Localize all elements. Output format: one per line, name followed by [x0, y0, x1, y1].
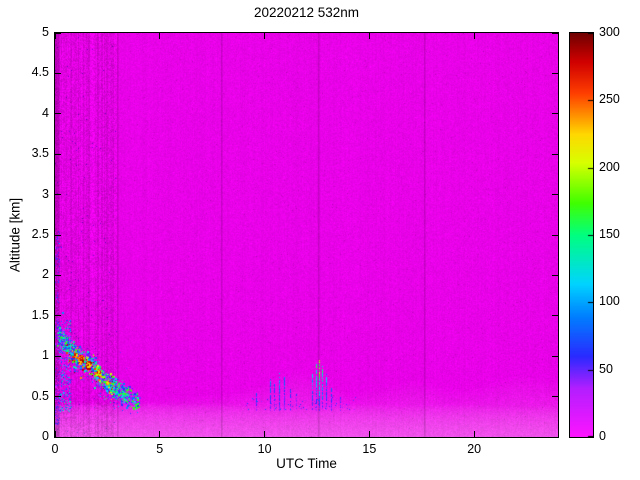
y-tick-label: 3.5: [31, 146, 49, 161]
y-tick-mark-right: [552, 315, 558, 317]
y-tick-label: 1: [42, 348, 49, 363]
y-tick-mark: [55, 32, 61, 34]
y-tick-mark-right: [552, 355, 558, 357]
x-tick-mark: [473, 431, 475, 437]
y-tick-mark: [55, 72, 61, 74]
colorbar: [569, 32, 594, 438]
y-tick-mark-right: [552, 274, 558, 276]
y-tick-label: 3: [42, 186, 49, 201]
x-tick-label: 10: [257, 442, 272, 456]
colorbar-tick-label: 250: [599, 92, 620, 107]
colorbar-tick-label: 200: [599, 159, 620, 174]
x-tick-mark: [368, 431, 370, 437]
x-tick-mark: [54, 431, 56, 437]
x-tick-mark: [159, 431, 161, 437]
y-tick-mark-right: [552, 72, 558, 74]
x-tick-label: 20: [467, 442, 482, 456]
x-tick-label: 15: [362, 442, 377, 456]
y-tick-mark: [55, 194, 61, 196]
x-tick-mark-top: [264, 33, 266, 39]
y-tick-mark: [55, 274, 61, 276]
y-tick-mark: [55, 355, 61, 357]
y-tick-label: 2.5: [31, 227, 49, 241]
y-tick-label: 0.5: [31, 388, 49, 403]
y-tick-label: 4: [42, 105, 49, 120]
y-tick-label: 0: [42, 429, 49, 443]
colorbar-tick-label: 150: [599, 227, 620, 241]
plot-area: [54, 32, 559, 438]
x-tick-label: 0: [51, 442, 59, 456]
y-tick-mark: [55, 113, 61, 115]
y-tick-label: 1.5: [31, 307, 49, 322]
x-tick-mark-top: [54, 33, 56, 39]
y-tick-label: 5: [42, 25, 49, 39]
y-tick-mark-right: [552, 113, 558, 115]
x-axis-label: UTC Time: [276, 456, 337, 471]
x-tick-mark-top: [473, 33, 475, 39]
colorbar-tick-label: 0: [599, 429, 606, 443]
x-tick-mark-top: [368, 33, 370, 39]
y-tick-mark: [55, 234, 61, 236]
colorbar-tick-label: 50: [599, 361, 613, 376]
x-tick-label: 5: [156, 442, 164, 456]
colorbar-tick-label: 300: [599, 25, 620, 39]
y-tick-mark-right: [552, 436, 558, 438]
y-tick-mark-right: [552, 153, 558, 155]
y-tick-label: 4.5: [31, 65, 49, 80]
x-tick-mark: [264, 431, 266, 437]
heatmap-canvas: [55, 33, 558, 437]
y-tick-mark: [55, 436, 61, 438]
y-tick-mark: [55, 153, 61, 155]
y-tick-mark-right: [552, 234, 558, 236]
chart-title: 20220212 532nm: [253, 5, 360, 20]
y-tick-mark-right: [552, 194, 558, 196]
y-tick-mark: [55, 396, 61, 398]
y-tick-mark-right: [552, 32, 558, 34]
x-tick-mark-top: [159, 33, 161, 39]
y-tick-label: 2: [42, 267, 49, 282]
y-tick-mark: [55, 315, 61, 317]
y-tick-mark-right: [552, 396, 558, 398]
colorbar-tick-label: 100: [599, 294, 620, 309]
